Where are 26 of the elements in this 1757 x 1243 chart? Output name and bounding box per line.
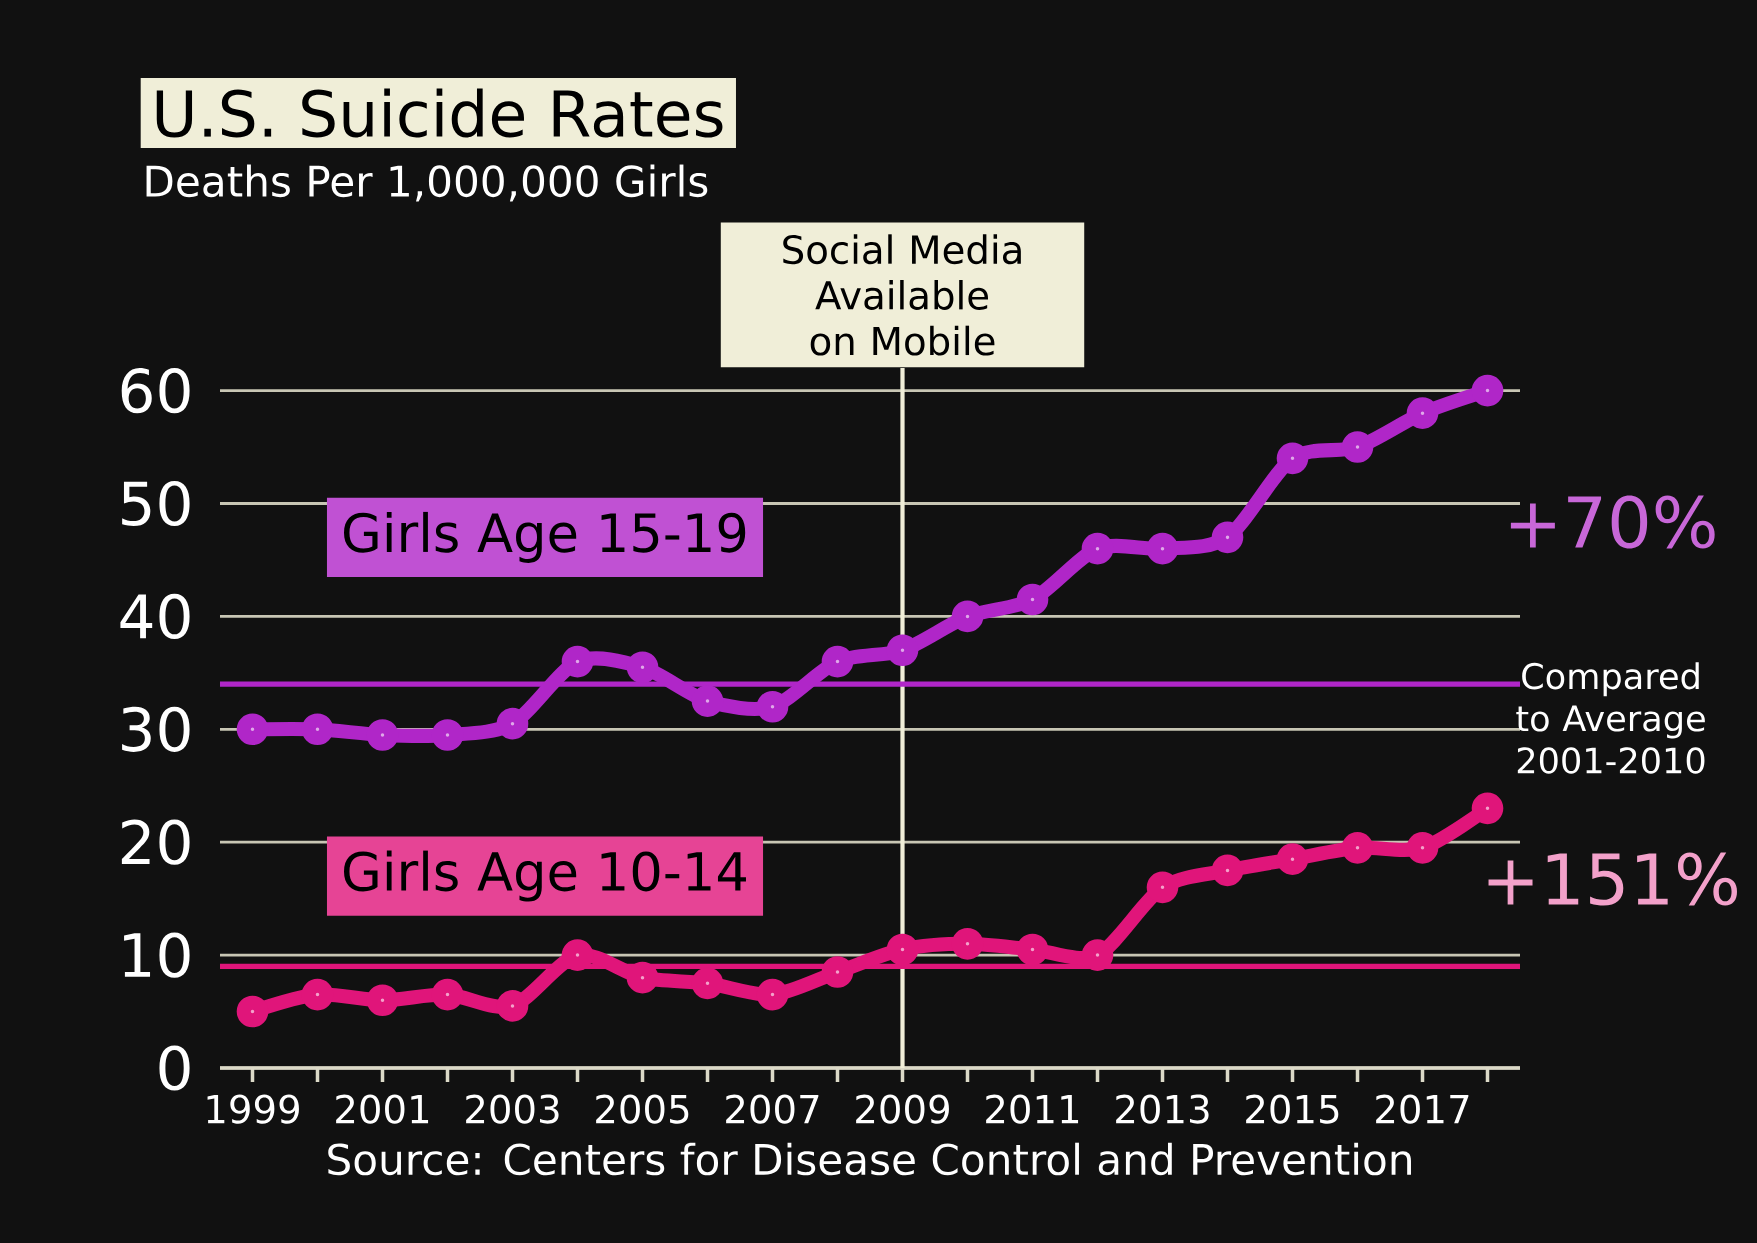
x-tick-label: 2003 [466,1094,559,1124]
annotation: +151% [1488,852,1737,906]
series-label: Girls Age 10-14 [344,850,746,902]
source-note: Source: Centers for Disease Control and Prevention [328,1142,1411,1176]
y-tick-label: 20 [121,819,190,865]
x-tick-label: 2007 [726,1094,819,1124]
annotation: +70% [1510,495,1715,549]
y-tick-label: 60 [121,367,190,414]
x-tick-label: 2009 [856,1094,949,1124]
x-tick-label: 2005 [596,1094,689,1124]
text: Girls Age 15-19 [344,511,746,563]
y-tick-label: 30 [122,706,190,752]
annotation: Compared to Average 2001-2010 [1516,662,1705,774]
chart-subtitle: Deaths Per 1,000,000 Girls [146,164,708,202]
x-tick-label: 2011 [986,1094,1079,1124]
y-tick-label: 0 [159,1045,190,1091]
x-tick-label: 2001 [336,1094,429,1124]
y-tick-label: 40 [120,593,190,639]
x-tick-label: 2015 [1246,1094,1339,1124]
y-tick-label: 50 [122,480,190,527]
x-tick-label: 1999 [207,1094,299,1124]
y-tick-label: 10 [124,932,190,978]
ref-line-label: Social Media Available on Mobile [783,234,1021,356]
x-tick-label: 2013 [1116,1094,1209,1124]
x-tick-label: 2017 [1376,1094,1469,1124]
chart-title: U.S. Suicide Rates [156,88,723,138]
